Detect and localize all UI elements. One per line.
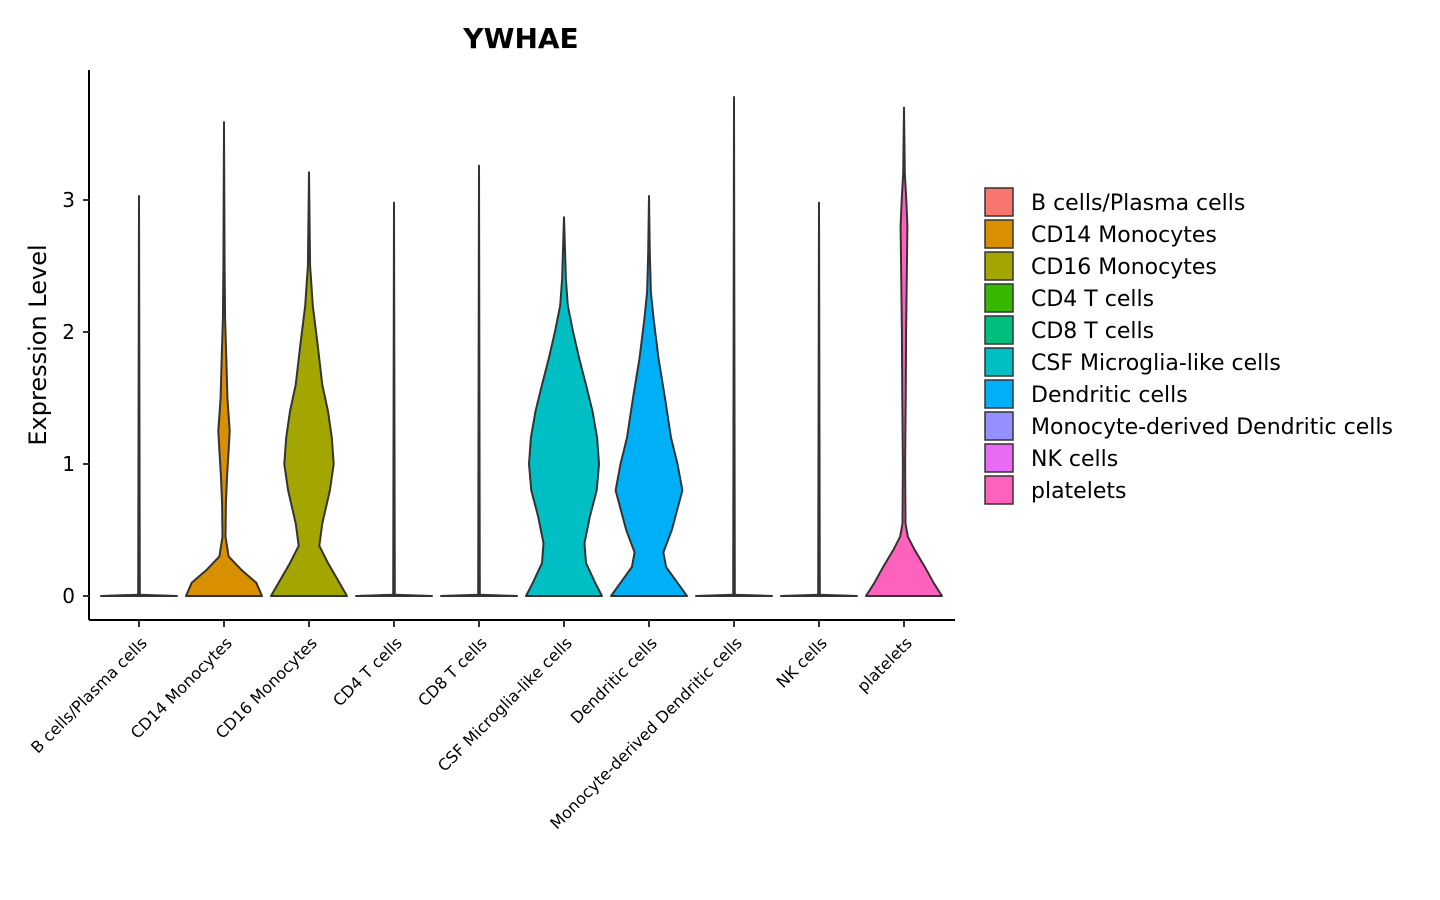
violin-monocyte-derived-dendritic-cells [695, 96, 773, 597]
legend-label: CD14 Monocytes [1031, 223, 1217, 248]
y-tick-label: 0 [62, 584, 75, 608]
legend-swatch [984, 283, 1014, 313]
legend-label: Dendritic cells [1031, 383, 1188, 408]
violin-cd16-monocytes [270, 171, 348, 597]
legend-label: B cells/Plasma cells [1031, 191, 1245, 216]
y-axis-title: Expression Level [24, 244, 52, 445]
violin-cd8-t-cells [440, 164, 518, 597]
y-tick-label: 3 [62, 188, 75, 212]
violin-csf-microglia-like-cells [525, 216, 603, 597]
legend-swatch [984, 251, 1014, 281]
violin-nk-cells [780, 201, 858, 597]
legend-label: NK cells [1031, 447, 1118, 472]
legend-swatch [984, 475, 1014, 505]
legend-label: platelets [1031, 479, 1126, 504]
violin-b-cells-plasma-cells [100, 195, 178, 597]
x-tick-label: platelets [853, 633, 916, 696]
legend-swatch [984, 219, 1014, 249]
legend-label: CD8 T cells [1031, 319, 1154, 344]
x-tick-label: Monocyte-derived Dendritic cells [546, 633, 746, 833]
x-tick-label: Dendritic cells [567, 633, 661, 727]
plot-area [100, 96, 943, 597]
legend-swatch [984, 443, 1014, 473]
chart-title: YWHAE [462, 22, 578, 55]
legend-label: CSF Microglia-like cells [1031, 351, 1281, 376]
y-tick-label: 2 [62, 320, 75, 344]
x-tick-label: CD4 T cells [329, 633, 406, 710]
violin-cd4-t-cells [355, 201, 433, 597]
legend-swatch [984, 347, 1014, 377]
legend-swatch [984, 411, 1014, 441]
x-tick-label: CD8 T cells [414, 633, 491, 710]
y-tick-label: 1 [62, 452, 75, 476]
legend-label: CD16 Monocytes [1031, 255, 1217, 280]
violin-platelets [865, 106, 943, 597]
violin-cd14-monocytes [185, 121, 263, 597]
legend-label: Monocyte-derived Dendritic cells [1031, 415, 1393, 440]
x-tick-label: B cells/Plasma cells [27, 633, 151, 757]
legend-label: CD4 T cells [1031, 287, 1154, 312]
x-tick-label: NK cells [773, 633, 831, 691]
legend-swatch [984, 187, 1014, 217]
legend-swatch [984, 379, 1014, 409]
legend-swatch [984, 315, 1014, 345]
legend: B cells/Plasma cells CD14 Monocytes CD16 M… [984, 187, 1393, 505]
violin-dendritic-cells [610, 195, 688, 597]
